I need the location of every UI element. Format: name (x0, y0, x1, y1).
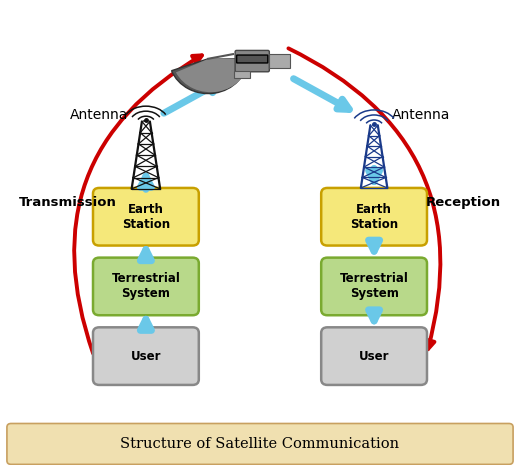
Text: User: User (131, 350, 161, 363)
Wedge shape (172, 59, 247, 94)
FancyBboxPatch shape (93, 188, 199, 246)
FancyBboxPatch shape (93, 327, 199, 385)
FancyBboxPatch shape (237, 55, 268, 63)
FancyBboxPatch shape (269, 54, 290, 68)
Text: Earth
Station: Earth Station (122, 203, 170, 231)
FancyBboxPatch shape (235, 50, 269, 72)
FancyBboxPatch shape (93, 258, 199, 315)
FancyBboxPatch shape (321, 188, 427, 246)
Text: Earth
Station: Earth Station (350, 203, 398, 231)
Text: Reception: Reception (426, 196, 501, 209)
Wedge shape (176, 58, 249, 92)
Text: Terrestrial
System: Terrestrial System (340, 273, 409, 301)
Text: Structure of Satellite Communication: Structure of Satellite Communication (121, 437, 399, 451)
FancyBboxPatch shape (7, 424, 513, 465)
Text: Antenna: Antenna (70, 108, 128, 122)
FancyBboxPatch shape (321, 327, 427, 385)
FancyArrowPatch shape (74, 55, 202, 354)
FancyBboxPatch shape (321, 258, 427, 315)
Text: Antenna: Antenna (392, 108, 450, 122)
FancyArrowPatch shape (289, 48, 440, 349)
Text: Terrestrial
System: Terrestrial System (111, 273, 180, 301)
FancyBboxPatch shape (234, 71, 250, 78)
Text: User: User (359, 350, 389, 363)
Text: Transmission: Transmission (19, 196, 116, 209)
